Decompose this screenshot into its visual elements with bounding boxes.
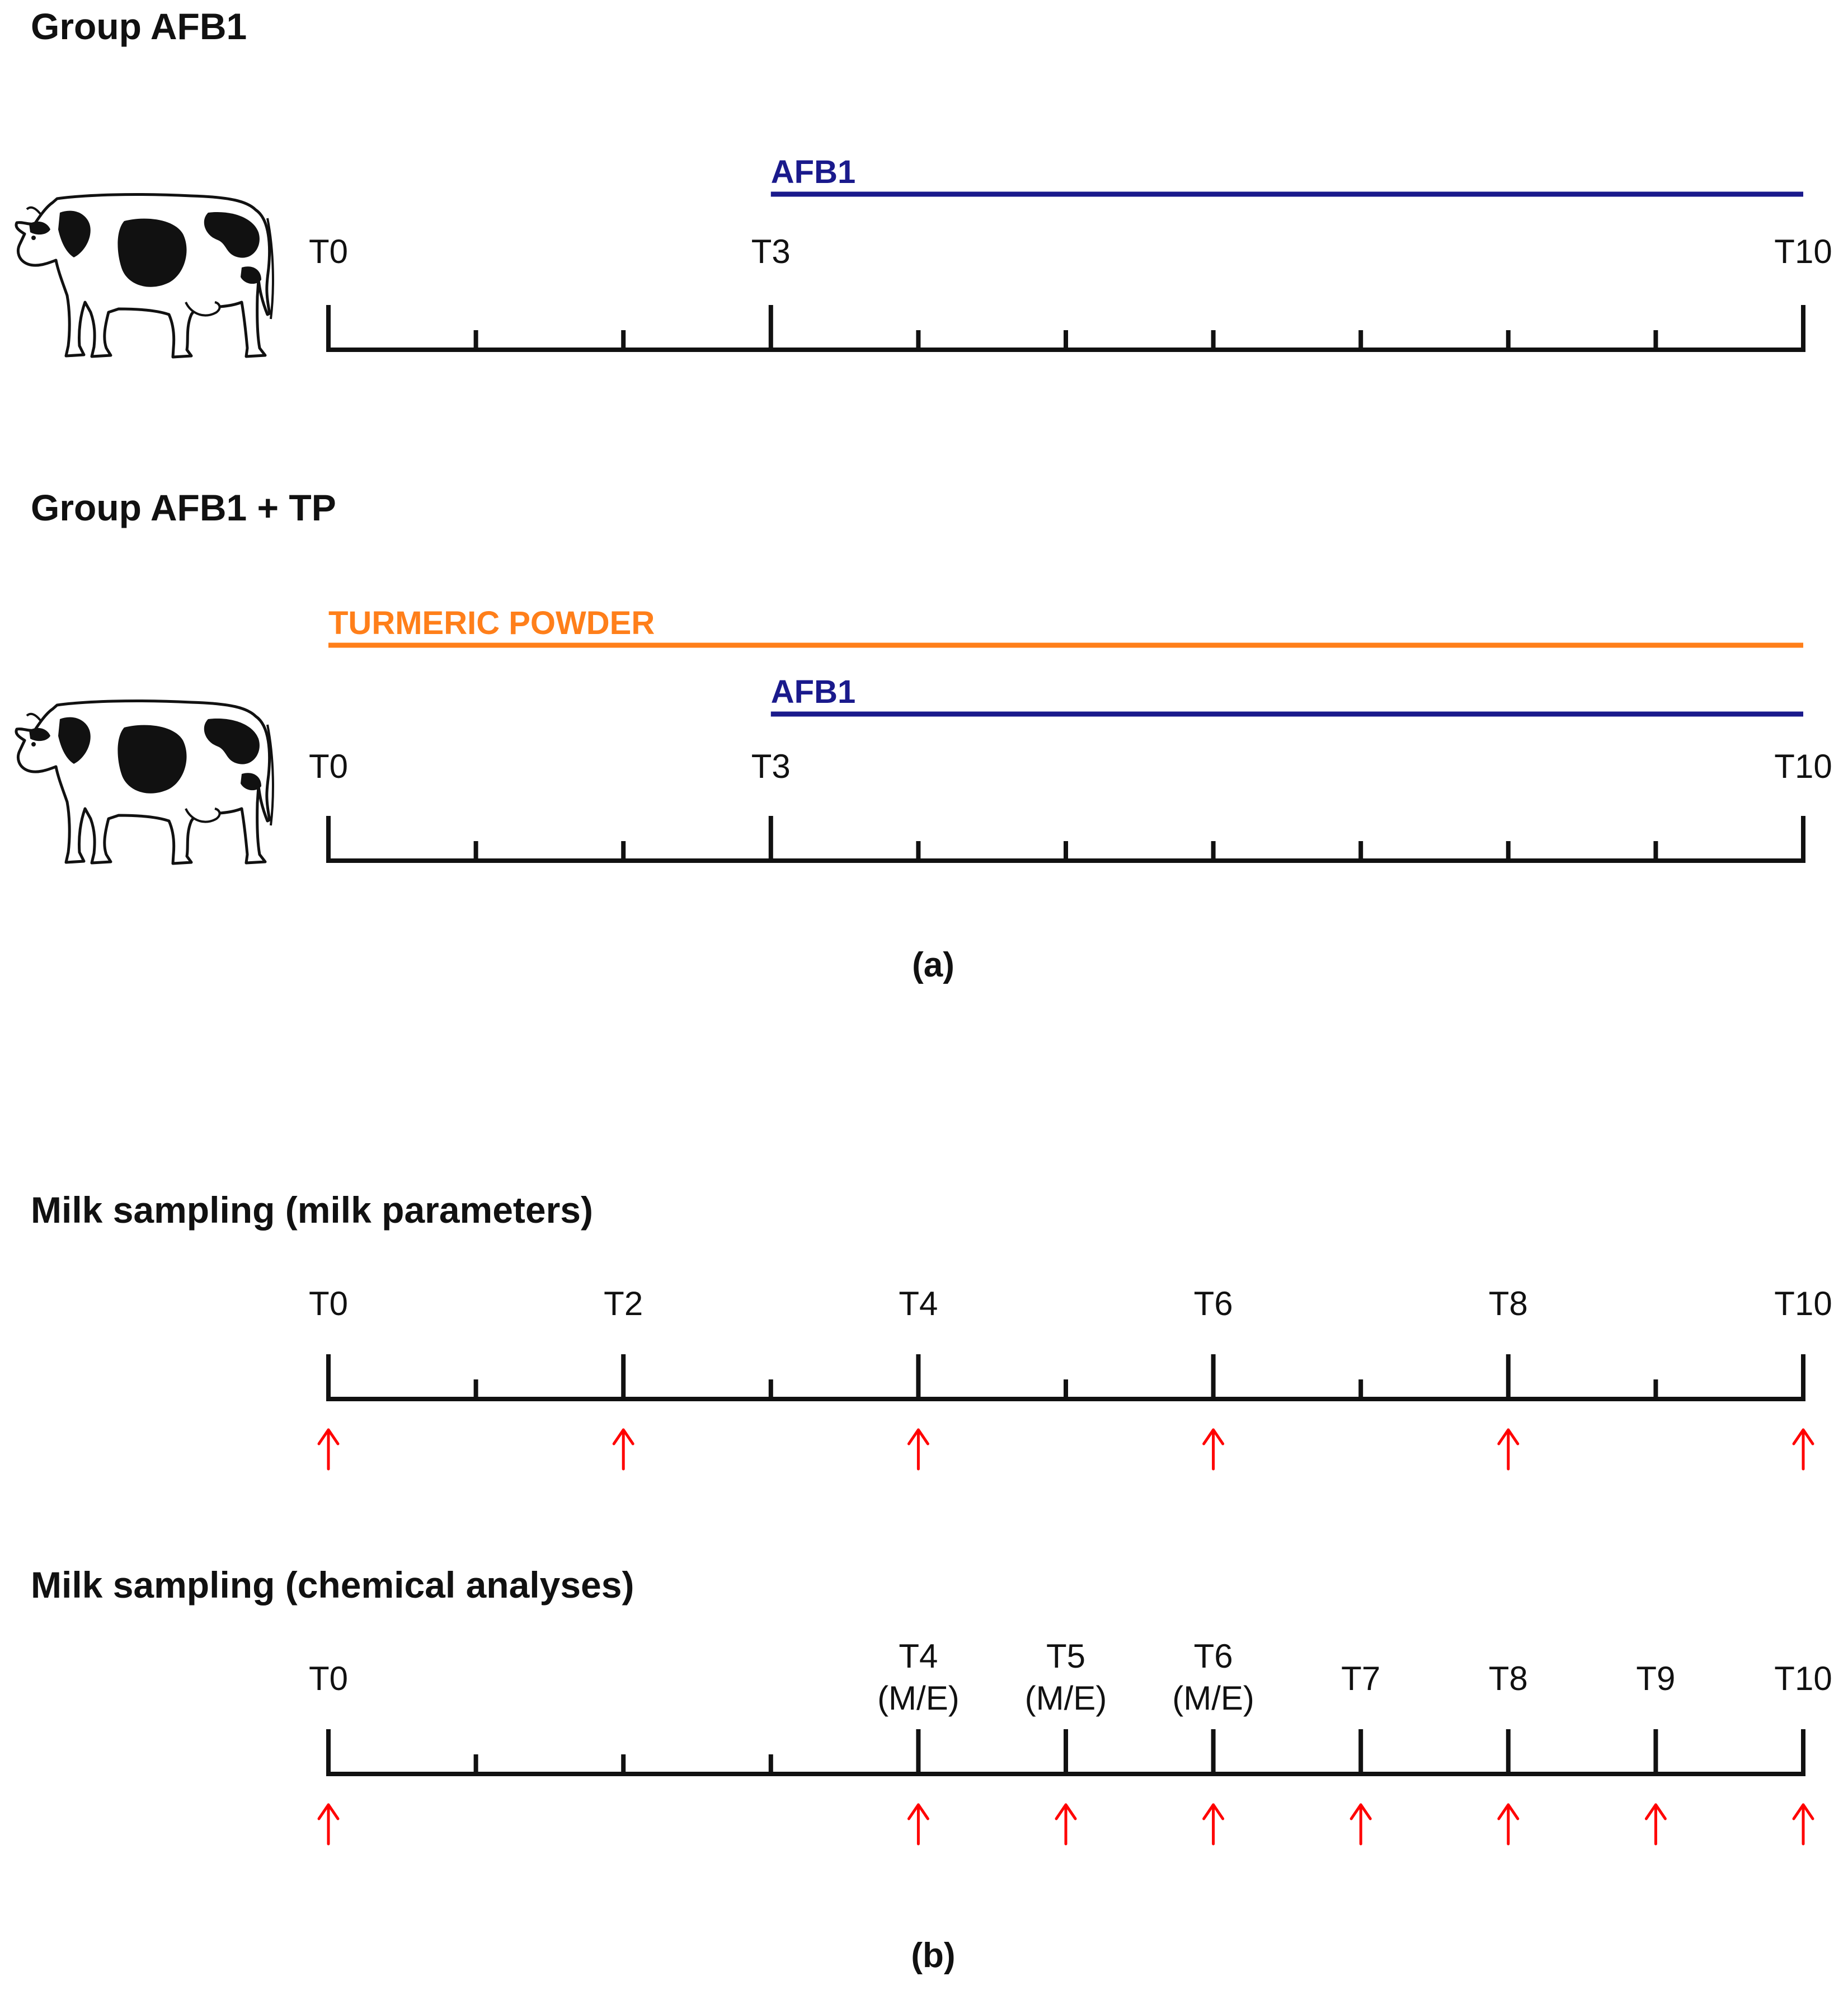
sampling-arrow — [1202, 1803, 1225, 1846]
sampling-arrow — [612, 1428, 634, 1471]
sampling-arrow — [317, 1803, 340, 1846]
time-label-t10: T10 — [1774, 1660, 1832, 1697]
time-label-t10: T10 — [1774, 748, 1832, 785]
cow-icon — [16, 195, 273, 357]
group-afb1-tp-heading: Group AFB1 + TP — [31, 487, 336, 528]
sampling-arrow — [317, 1428, 340, 1471]
sampling-arrow — [1644, 1803, 1667, 1846]
sampling-arrow — [907, 1428, 929, 1471]
sampling-arrow — [1792, 1803, 1814, 1846]
time-label-t6: T6 — [1194, 1637, 1233, 1675]
time-label-t3: T3 — [751, 233, 791, 270]
exposure-bar-label: TURMERIC POWDER — [328, 605, 655, 641]
sampling-arrow — [1202, 1428, 1225, 1471]
group-afb1-timeline: T0 T3 T10 AFB1 — [309, 154, 1832, 352]
time-label-t5: T5 — [1046, 1637, 1085, 1675]
sampling-arrow — [1497, 1428, 1520, 1471]
time-label-t9: T9 — [1636, 1660, 1675, 1697]
panel-b: Milk sampling (milk parameters) T0 T2 T4 T6… — [31, 1189, 1832, 1975]
milk-parameters-timeline: T0 T2 T4 T6 T8 T10 — [309, 1285, 1832, 1471]
milk-parameters-heading: Milk sampling (milk parameters) — [31, 1189, 593, 1231]
time-label-sub: (M/E) — [877, 1679, 960, 1717]
time-label-t2: T2 — [604, 1285, 643, 1322]
sampling-arrow — [1792, 1428, 1814, 1471]
time-label-t10: T10 — [1774, 1285, 1832, 1322]
time-label-t4: T4 — [899, 1637, 938, 1675]
time-label-t0: T0 — [309, 1285, 348, 1322]
group-afb1-heading: Group AFB1 — [31, 6, 247, 47]
exposure-bar-label: AFB1 — [771, 674, 855, 710]
sampling-arrow — [907, 1803, 929, 1846]
time-label-t7: T7 — [1341, 1660, 1380, 1697]
time-label-t10: T10 — [1774, 233, 1832, 270]
exposure-bar-label: AFB1 — [771, 154, 855, 190]
time-label-t6: T6 — [1194, 1285, 1233, 1322]
cow-icon — [16, 701, 273, 863]
panel-a: Group AFB1 T0 T3 T10 AFB1 Group AFB1 + TP T… — [16, 6, 1832, 984]
time-label-sub: (M/E) — [1172, 1679, 1254, 1717]
time-label-t3: T3 — [751, 748, 791, 785]
time-label-t8: T8 — [1489, 1285, 1528, 1322]
sampling-arrow — [1349, 1803, 1372, 1846]
time-label-t0: T0 — [309, 1660, 348, 1697]
chemical-analyses-timeline: T0 T4 (M/E) T5 (M/E) T6 (M/E) T7 T8 T9 T10 — [309, 1637, 1832, 1846]
panel-b-caption: (b) — [911, 1936, 955, 1975]
chemical-analyses-heading: Milk sampling (chemical analyses) — [31, 1564, 634, 1606]
time-label-t0: T0 — [309, 233, 348, 270]
panel-a-caption: (a) — [912, 946, 954, 984]
time-label-t8: T8 — [1489, 1660, 1528, 1697]
sampling-arrow — [1497, 1803, 1520, 1846]
group-afb1-tp-timeline: T0 T3 T10 TURMERIC POWDER AFB1 — [309, 605, 1832, 863]
time-label-sub: (M/E) — [1025, 1679, 1107, 1717]
time-label-t0: T0 — [309, 748, 348, 785]
sampling-arrow — [1055, 1803, 1077, 1846]
time-label-t4: T4 — [899, 1285, 938, 1322]
